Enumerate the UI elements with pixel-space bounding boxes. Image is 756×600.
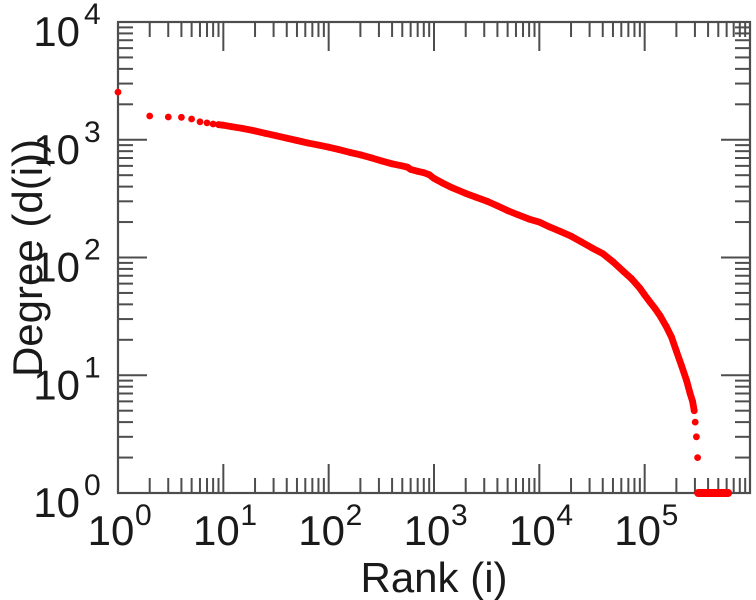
data-point — [219, 121, 227, 129]
data-point — [261, 129, 269, 137]
y-tick-label-mantissa: 10 — [33, 126, 80, 173]
data-point — [609, 258, 617, 266]
data-point — [668, 333, 675, 341]
y-tick-label-mantissa: 10 — [33, 361, 80, 408]
data-point — [577, 238, 585, 246]
data-point — [472, 193, 480, 201]
x-tick-label-mantissa: 10 — [404, 507, 451, 554]
data-point — [188, 115, 196, 123]
data-point — [388, 160, 396, 168]
data-point — [407, 166, 414, 173]
data-point — [691, 418, 699, 426]
data-point — [398, 162, 406, 170]
data-point — [641, 291, 649, 299]
data-point — [315, 141, 322, 149]
data-point — [335, 146, 343, 154]
x-axis-label: Rank (i) — [360, 554, 507, 600]
x-tick-label-mantissa: 10 — [88, 507, 135, 554]
y-tick-label-mantissa: 10 — [33, 479, 80, 526]
data-point — [651, 304, 659, 312]
data-point — [164, 113, 172, 121]
x-tick-label-exponent: 2 — [346, 499, 363, 532]
data-point — [438, 179, 446, 187]
data-point — [414, 167, 422, 175]
data-point — [449, 184, 456, 192]
y-tick-label-exponent: 0 — [84, 469, 101, 502]
data-point — [678, 362, 685, 370]
data-point — [646, 298, 654, 306]
tick-labels: 10 0 10 1 10 2 10 3 10 4 10 510 010 110 210 310 4 — [33, 0, 678, 554]
data-point — [557, 228, 565, 236]
data-point — [420, 169, 428, 177]
x-tick-label-mantissa: 10 — [614, 507, 661, 554]
data-point — [494, 202, 501, 210]
data-point — [683, 377, 690, 384]
data-point — [203, 119, 211, 127]
data-point — [673, 347, 680, 355]
data-point — [283, 134, 291, 142]
y-axis-label: Degree (d(i)) — [4, 139, 51, 377]
y-tick-label-mantissa: 10 — [33, 244, 80, 291]
data-point — [228, 123, 236, 131]
data-point — [273, 132, 280, 140]
y-tick-label-exponent: 4 — [84, 0, 101, 31]
y-tick-label-exponent: 1 — [84, 351, 101, 384]
data-point — [628, 275, 635, 283]
data-point — [662, 323, 670, 330]
data-point — [367, 154, 374, 162]
data-point — [462, 190, 470, 197]
x-tick-label-exponent: 3 — [451, 499, 468, 532]
data-point — [567, 232, 575, 240]
data-point — [430, 175, 438, 182]
data-points — [114, 88, 733, 497]
x-tick-label-mantissa: 10 — [298, 507, 345, 554]
axis-ticks — [118, 22, 750, 493]
data-point — [357, 151, 364, 159]
data-point — [483, 197, 491, 205]
x-tick-label-exponent: 5 — [662, 499, 679, 532]
data-point — [514, 211, 522, 219]
x-tick-label-exponent: 1 — [240, 499, 257, 532]
data-point — [378, 157, 386, 165]
data-point — [238, 124, 246, 132]
y-tick-label-exponent: 2 — [84, 234, 101, 267]
data-point — [636, 284, 644, 292]
data-point — [325, 143, 333, 151]
data-point — [686, 390, 694, 397]
plot-frame — [116, 20, 752, 495]
series-main-curve — [215, 121, 698, 415]
data-point — [178, 113, 185, 121]
x-tick-label-exponent: 0 — [135, 499, 152, 532]
data-point — [693, 433, 700, 441]
y-tick-label-mantissa: 10 — [33, 8, 80, 55]
data-point — [656, 312, 664, 320]
x-tick-label-mantissa: 10 — [509, 507, 556, 554]
x-tick-label-mantissa: 10 — [193, 507, 240, 554]
data-point — [620, 268, 627, 275]
data-point — [504, 207, 511, 215]
data-point — [209, 120, 217, 128]
y-tick-label-exponent: 3 — [84, 116, 101, 149]
data-point — [694, 454, 701, 461]
data-point — [689, 398, 696, 405]
x-tick-label-exponent: 4 — [556, 499, 573, 532]
data-point — [546, 223, 553, 231]
data-point — [146, 112, 154, 120]
data-point — [346, 149, 354, 156]
data-point — [589, 244, 596, 252]
data-point — [599, 250, 607, 257]
data-point — [304, 139, 311, 147]
data-point — [690, 407, 698, 415]
data-point — [535, 218, 543, 226]
data-point — [525, 215, 533, 223]
data-point — [114, 88, 122, 96]
data-point — [293, 137, 301, 144]
data-point — [425, 171, 433, 179]
data-point — [251, 127, 259, 135]
data-point — [196, 118, 204, 126]
